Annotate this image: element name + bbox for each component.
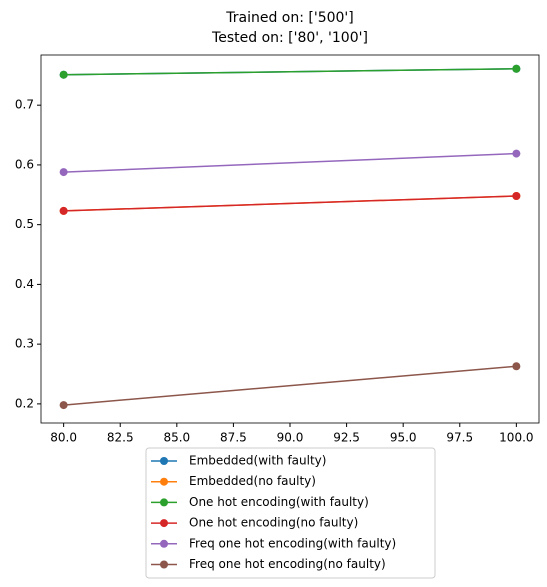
legend-box (145, 447, 436, 579)
series-line (63, 152, 517, 173)
x-tick-label: 90.0 (277, 431, 304, 445)
y-tick-label: 0.5 (15, 217, 34, 231)
y-tick-label: 0.3 (15, 337, 34, 351)
x-tick-label: 80.0 (50, 431, 77, 445)
marker (59, 168, 68, 177)
legend-marker (160, 519, 168, 528)
legend-label: Embedded(no faulty) (189, 474, 316, 488)
legend-marker (160, 457, 168, 465)
legend-label: One hot encoding(with faulty) (189, 495, 369, 509)
x-tick-label: 100.0 (499, 431, 533, 445)
y-tick-label: 0.6 (15, 157, 34, 171)
legend-marker (160, 477, 168, 486)
legend-label: Freq one hot encoding(no faulty) (189, 557, 386, 571)
y-tick-label: 0.7 (15, 98, 34, 112)
series-line (63, 67, 517, 76)
y-tick-label: 0.2 (15, 396, 34, 410)
marker (59, 401, 68, 410)
marker (512, 191, 521, 200)
chart-title: Trained on: ['500'] (225, 10, 354, 26)
legend-label: One hot encoding(no faulty) (189, 516, 358, 530)
legend-label: Freq one hot encoding(with faulty) (189, 536, 396, 550)
marker (512, 362, 521, 371)
marker (512, 149, 521, 158)
x-tick-label: 97.5 (446, 431, 473, 445)
series-line (63, 365, 517, 406)
chart-title: Tested on: ['80', '100'] (211, 30, 368, 46)
legend-marker (160, 539, 168, 548)
legend-marker (160, 560, 168, 569)
x-tick-label: 85.0 (163, 431, 190, 445)
marker (59, 206, 68, 215)
x-tick-label: 87.5 (220, 431, 247, 445)
x-tick-label: 95.0 (390, 431, 417, 445)
plot-frame (40, 54, 540, 424)
x-tick-label: 82.5 (107, 431, 134, 445)
legend-label: Embedded(with faulty) (189, 454, 326, 468)
legend-marker (160, 498, 168, 507)
marker (512, 64, 521, 73)
y-tick-label: 0.4 (15, 277, 34, 291)
marker (59, 70, 68, 79)
x-tick-label: 92.5 (333, 431, 360, 445)
series-line (63, 195, 517, 212)
